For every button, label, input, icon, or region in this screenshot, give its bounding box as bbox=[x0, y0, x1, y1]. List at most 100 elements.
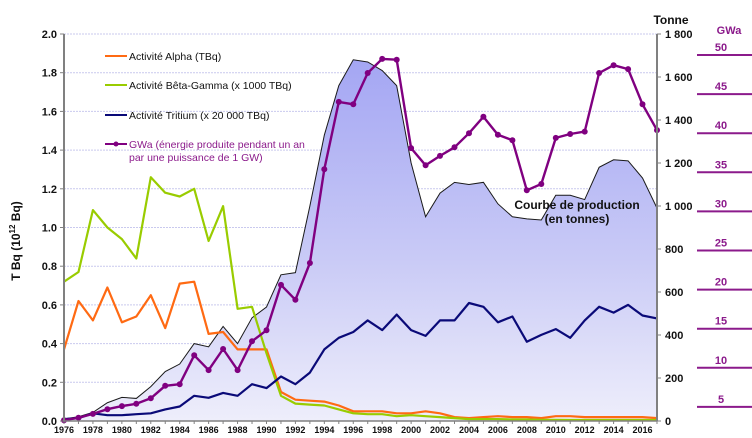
x-tick-label: 1988 bbox=[228, 425, 248, 435]
gwa-tick-label: 40 bbox=[715, 120, 727, 132]
gwa-point bbox=[176, 381, 183, 388]
x-tick-label: 1994 bbox=[314, 425, 334, 435]
gwa-point bbox=[234, 367, 241, 374]
x-tick-label: 2004 bbox=[459, 425, 479, 435]
x-tick-label: 1996 bbox=[343, 425, 363, 435]
gwa-point bbox=[321, 166, 328, 173]
x-tick-label: 2006 bbox=[488, 425, 508, 435]
right-tick-label: 800 bbox=[665, 244, 683, 256]
gwa-point bbox=[610, 62, 617, 69]
right-tick-label: 1 800 bbox=[665, 29, 693, 41]
left-axis-title-exponent: 12 bbox=[8, 224, 17, 233]
left-tick-label: 0.6 bbox=[42, 300, 57, 312]
left-axis-title: T Bq (1012 Bq) bbox=[8, 201, 23, 281]
x-tick-label: 1998 bbox=[372, 425, 392, 435]
gwa-point bbox=[306, 260, 313, 266]
gwa-point bbox=[437, 152, 443, 159]
left-tick-label: 0.2 bbox=[42, 377, 57, 389]
legend-label-beta-gamma: Activité Bêta-Gamma (x 1000 TBq) bbox=[129, 80, 292, 92]
left-axis-ticks: 0.0 0.2 0.4 0.6 0.8 1.0 1.2 1.4 1.6 1.8 2.0 bbox=[42, 29, 64, 428]
gwa-tick-label: 25 bbox=[715, 238, 727, 250]
right-tick-label: 1 600 bbox=[665, 72, 693, 84]
x-tick-label: 1986 bbox=[199, 425, 219, 435]
production-annotation-line2: (en tonnes) bbox=[545, 212, 610, 226]
gwa-point bbox=[364, 70, 371, 76]
tritium-line bbox=[63, 301, 658, 421]
x-tick-label: 2008 bbox=[517, 425, 537, 435]
gwa-point bbox=[552, 134, 559, 141]
gwa-point bbox=[639, 101, 646, 108]
x-tick-label: 2002 bbox=[430, 425, 450, 435]
gwa-point bbox=[466, 130, 472, 137]
series-lines-layer bbox=[61, 55, 660, 424]
gwa-point bbox=[523, 187, 530, 194]
left-tick-label: 1.0 bbox=[42, 223, 57, 235]
beta-gamma-line bbox=[63, 176, 657, 422]
x-tick-label: 2000 bbox=[401, 425, 421, 435]
left-axis-title-end: Bq) bbox=[9, 201, 23, 224]
left-tick-label: 2.0 bbox=[42, 29, 57, 41]
x-tick-label: 1990 bbox=[256, 425, 276, 435]
gwa-point bbox=[104, 406, 111, 413]
gwa-tick-label: 15 bbox=[715, 316, 727, 328]
production-area-layer bbox=[63, 59, 658, 422]
gwa-tick-label: 50 bbox=[715, 42, 727, 54]
gwa-point bbox=[335, 98, 342, 105]
gwa-point bbox=[220, 346, 227, 352]
legend-label-tritium: Activité Tritium (x 20 000 TBq) bbox=[129, 110, 269, 122]
gwa-point bbox=[133, 400, 140, 407]
production-annotation-line1: Courbe de production bbox=[514, 198, 639, 212]
alpha-line bbox=[62, 280, 658, 420]
gwa-tick-label: 20 bbox=[715, 277, 727, 289]
gwa-point bbox=[538, 181, 545, 187]
gwa-point bbox=[596, 70, 603, 76]
legend-label-gwa-line1: GWa (énergie produite pendant un an bbox=[129, 139, 305, 151]
x-tick-label: 1992 bbox=[285, 425, 305, 435]
gwa-point bbox=[581, 128, 588, 135]
right-axis-title: Tonne bbox=[653, 13, 688, 27]
gwa-point bbox=[509, 137, 516, 144]
x-tick-label: 1978 bbox=[83, 425, 103, 435]
right-tick-label: 0 bbox=[665, 416, 671, 428]
gwa-point bbox=[350, 101, 357, 108]
left-tick-label: 1.2 bbox=[42, 184, 57, 196]
gwa-point bbox=[422, 162, 429, 169]
gwa-point bbox=[191, 352, 198, 359]
x-tick-label: 1976 bbox=[54, 425, 74, 435]
x-tick-label: 2014 bbox=[604, 425, 624, 435]
gwa-point bbox=[263, 327, 270, 334]
gwa-point bbox=[89, 410, 96, 417]
gwa-point bbox=[205, 367, 212, 374]
gwa-point bbox=[162, 382, 169, 389]
right-tick-label: 200 bbox=[665, 373, 683, 385]
gwa-point bbox=[118, 403, 125, 410]
gwa-point bbox=[480, 113, 487, 120]
left-axis-title-main: T Bq (10 bbox=[9, 233, 23, 281]
gwa-point bbox=[292, 296, 299, 303]
x-tick-label: 2012 bbox=[575, 425, 595, 435]
gwa-point bbox=[567, 131, 574, 137]
gwa-point bbox=[393, 56, 400, 63]
gwa-point bbox=[451, 144, 458, 151]
gwa-axis-title: GWa bbox=[717, 25, 743, 37]
gwa-tick-label: 35 bbox=[715, 159, 727, 171]
right-tick-label: 1 400 bbox=[665, 115, 693, 127]
gwa-point bbox=[147, 395, 154, 402]
legend-label-alpha: Activité Alpha (TBq) bbox=[129, 51, 221, 63]
left-tick-label: 1.6 bbox=[42, 106, 57, 118]
x-tick-label: 1982 bbox=[141, 425, 161, 435]
gwa-point bbox=[625, 66, 632, 73]
right-axis-ticks: 0 200 400 600 800 1 000 1 200 1 400 1 600 1 800 bbox=[657, 29, 693, 428]
right-tick-label: 400 bbox=[665, 330, 683, 342]
legend-label-gwa-line2: par une puissance de 1 GW) bbox=[129, 152, 263, 164]
right-tick-label: 1 000 bbox=[665, 201, 693, 213]
legend: Activité Alpha (TBq) Activité Bêta-Gamma… bbox=[105, 51, 305, 164]
gwa-point bbox=[408, 145, 415, 152]
x-tick-label: 2016 bbox=[633, 425, 653, 435]
gwa-tick-label: 10 bbox=[715, 355, 727, 367]
right-tick-label: 1 200 bbox=[665, 158, 693, 170]
x-tick-label: 1980 bbox=[112, 425, 132, 435]
gwa-tick-label: 30 bbox=[715, 198, 727, 210]
gwa-point bbox=[278, 281, 284, 288]
